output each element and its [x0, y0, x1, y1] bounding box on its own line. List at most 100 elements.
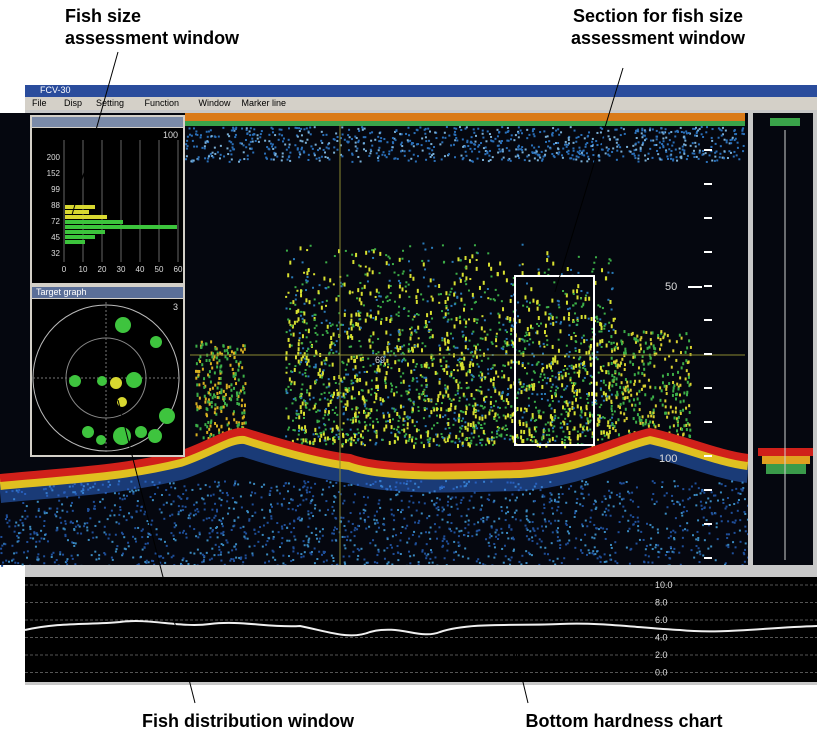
speckle	[441, 141, 444, 144]
speckle	[237, 483, 240, 486]
speckle	[188, 133, 191, 136]
fish-echo	[610, 348, 613, 351]
fish-echo	[539, 442, 542, 445]
fish-echo	[224, 355, 227, 359]
speckle	[139, 509, 142, 512]
fish-echo	[228, 385, 231, 389]
fish-echo	[563, 316, 566, 321]
fish-echo	[448, 293, 451, 296]
fish-echo	[386, 345, 389, 350]
speckle	[589, 520, 592, 523]
fish-echo	[326, 331, 329, 334]
fish-echo	[520, 435, 523, 440]
fish-echo	[455, 434, 458, 439]
fish-echo	[517, 436, 520, 439]
fish-echo	[243, 403, 246, 407]
speckle	[290, 560, 293, 563]
fish-echo	[598, 406, 601, 409]
speckle	[738, 529, 741, 532]
speckle	[481, 132, 484, 135]
fish-echo	[557, 348, 560, 353]
fish-echo	[467, 289, 470, 292]
speckle	[594, 500, 597, 503]
speckle	[240, 506, 243, 509]
speckle	[215, 508, 218, 511]
speckle	[209, 527, 212, 530]
speckle	[341, 535, 344, 538]
speckle	[628, 527, 631, 530]
fish-echo	[409, 245, 412, 248]
fish-echo	[321, 370, 324, 375]
speckle	[579, 503, 582, 506]
speckle	[343, 499, 346, 502]
speckle	[197, 536, 200, 539]
speckle	[308, 517, 311, 520]
speckle	[65, 560, 68, 563]
fish-echo	[462, 411, 465, 414]
speckle	[732, 541, 735, 544]
speckle	[549, 492, 552, 495]
speckle	[400, 141, 403, 144]
speckle	[3, 542, 6, 545]
speckle	[702, 516, 705, 519]
fish-echo	[487, 357, 490, 360]
speckle	[644, 130, 647, 133]
fish-echo	[475, 389, 478, 392]
fish-echo	[408, 434, 411, 439]
speckle	[679, 524, 682, 527]
fish-echo	[214, 403, 217, 407]
speckle	[127, 541, 130, 544]
fish-echo	[687, 372, 690, 376]
fish-echo	[450, 440, 453, 443]
speckle	[710, 145, 713, 148]
fish-echo	[464, 425, 467, 430]
fish-echo	[207, 436, 210, 440]
fish-echo	[325, 299, 328, 302]
fish-echo	[500, 435, 503, 438]
fish-echo	[340, 400, 343, 403]
speckle	[425, 554, 428, 557]
fish-echo	[314, 313, 317, 316]
speckle	[215, 526, 218, 529]
speckle	[357, 524, 360, 527]
speckle	[732, 155, 735, 158]
fish-echo	[421, 348, 424, 353]
speckle	[698, 550, 701, 553]
fish-echo	[446, 308, 449, 311]
speckle	[657, 531, 660, 534]
fish-echo	[474, 424, 477, 427]
fish-echo	[416, 380, 419, 383]
fish-echo	[458, 396, 461, 399]
fish-echo	[306, 280, 309, 283]
menu-item: Disp	[64, 98, 82, 108]
speckle	[309, 551, 312, 554]
speckle	[354, 493, 357, 496]
speckle	[711, 159, 714, 162]
speckle	[287, 138, 290, 141]
fish-echo	[196, 369, 199, 373]
fish-echo	[601, 395, 604, 398]
fish-echo	[510, 327, 513, 332]
fish-echo	[602, 430, 605, 435]
speckle	[178, 531, 181, 534]
fish-echo	[557, 371, 560, 374]
fish-echo	[307, 358, 310, 363]
speckle	[353, 544, 356, 547]
fish-echo	[397, 348, 400, 353]
speckle	[705, 160, 708, 163]
speckle	[531, 521, 534, 524]
speckle	[737, 492, 740, 495]
speckle	[637, 160, 640, 163]
fish-echo	[288, 426, 291, 429]
fish-echo	[592, 268, 595, 271]
speckle	[715, 150, 718, 153]
fish-echo	[241, 411, 244, 415]
speckle	[453, 540, 456, 543]
fish-echo	[222, 397, 225, 401]
fish-echo	[285, 295, 288, 298]
fish-echo	[326, 398, 329, 401]
speckle	[310, 531, 313, 534]
speckle	[415, 509, 418, 512]
fish-echo	[320, 305, 323, 310]
fish-echo	[464, 421, 467, 424]
